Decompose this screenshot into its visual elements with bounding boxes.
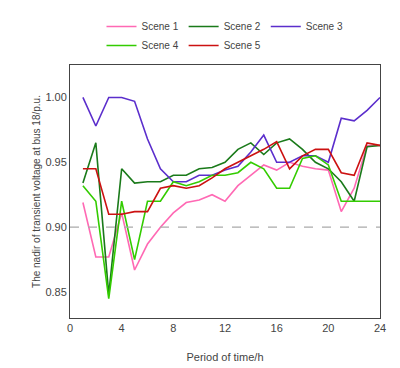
svg-text:0: 0 (67, 322, 73, 334)
svg-text:0.90: 0.90 (45, 221, 66, 233)
svg-text:0.85: 0.85 (45, 286, 66, 298)
svg-text:Scene 1: Scene 1 (142, 21, 179, 32)
svg-text:Scene 3: Scene 3 (306, 21, 343, 32)
svg-text:24: 24 (374, 322, 386, 334)
svg-text:8: 8 (170, 322, 176, 334)
svg-text:4: 4 (119, 322, 125, 334)
svg-text:Scene 5: Scene 5 (224, 40, 261, 51)
svg-text:12: 12 (219, 322, 231, 334)
svg-text:Period of time/h: Period of time/h (186, 351, 263, 363)
svg-text:Scene 4: Scene 4 (142, 40, 179, 51)
svg-text:The nadir of transient voltage: The nadir of transient voltage at bus 18… (31, 95, 42, 288)
svg-text:16: 16 (271, 322, 283, 334)
svg-text:1.00: 1.00 (45, 91, 66, 103)
svg-text:0.95: 0.95 (45, 156, 66, 168)
svg-text:Scene 2: Scene 2 (224, 21, 261, 32)
svg-text:20: 20 (322, 322, 334, 334)
